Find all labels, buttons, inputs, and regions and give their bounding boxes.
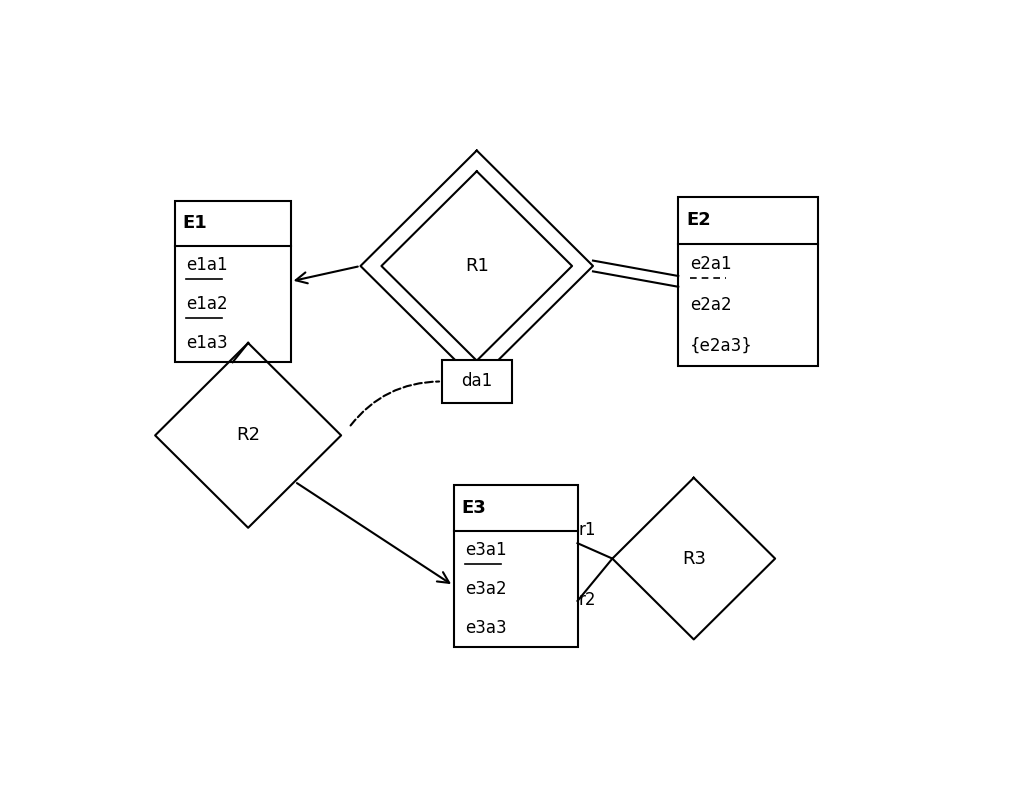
Text: e1a2: e1a2 — [186, 295, 227, 313]
Text: R3: R3 — [682, 550, 706, 568]
Text: e3a3: e3a3 — [465, 619, 507, 637]
Text: e2a1: e2a1 — [690, 256, 731, 273]
Bar — [442, 360, 512, 402]
Text: e2a2: e2a2 — [690, 296, 731, 314]
Text: r1: r1 — [579, 521, 596, 539]
Text: R2: R2 — [237, 426, 260, 444]
Text: E3: E3 — [461, 499, 486, 517]
Bar — [174, 200, 291, 362]
Text: e3a1: e3a1 — [465, 541, 507, 559]
Bar — [454, 485, 578, 647]
Text: R1: R1 — [465, 257, 488, 275]
Bar — [678, 196, 818, 366]
Text: E2: E2 — [686, 211, 711, 230]
Text: e1a1: e1a1 — [186, 256, 227, 274]
Text: {e2a3}: {e2a3} — [690, 337, 753, 355]
Text: e3a2: e3a2 — [465, 580, 507, 598]
Text: da1: da1 — [461, 372, 493, 390]
Text: E1: E1 — [182, 214, 207, 232]
Text: r2: r2 — [579, 592, 596, 609]
Text: e1a3: e1a3 — [186, 333, 227, 352]
